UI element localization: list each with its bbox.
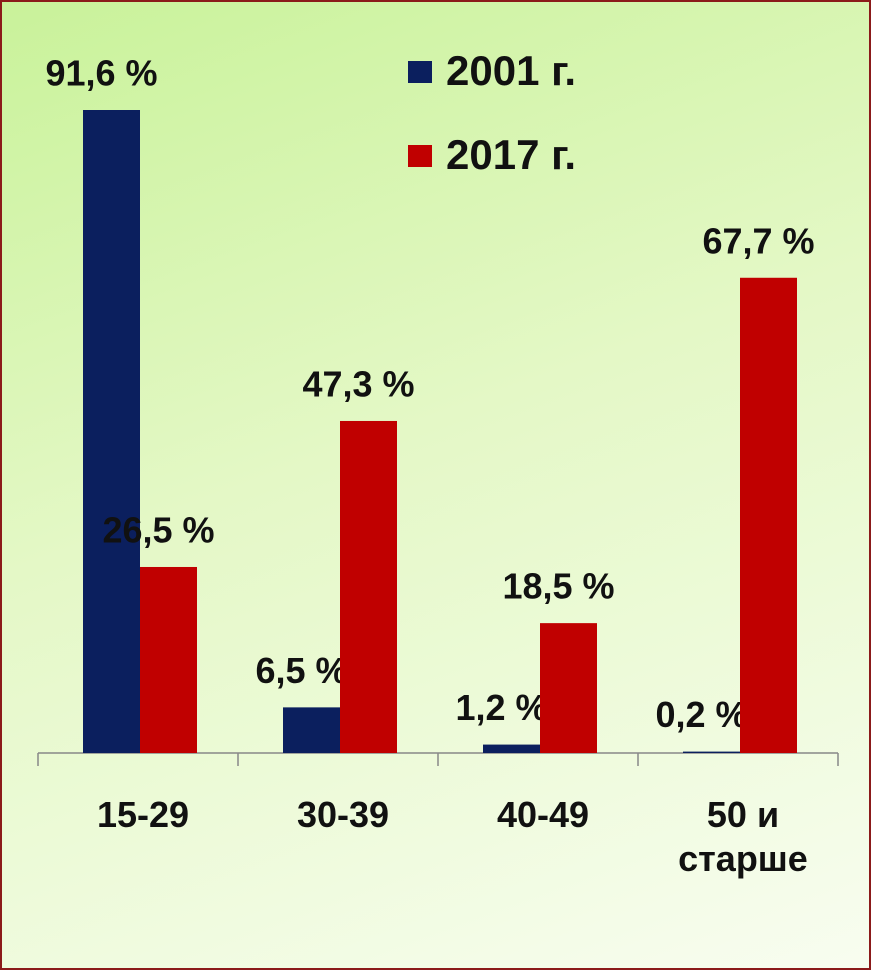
x-tick-label: 30-39 [296,794,390,835]
bar [740,277,797,753]
bar [340,420,397,753]
x-tick-label: 15-29 [96,794,190,835]
data-label: 18,5 % [502,566,614,607]
legend-label: 2001 г. [446,47,576,94]
bar [283,707,340,753]
bar [83,110,140,753]
data-label: 67,7 % [702,220,814,261]
data-label: 0,2 % [655,694,747,735]
bar [683,751,740,753]
legend-swatch [408,61,432,83]
data-label: 26,5 % [102,509,214,550]
bar [140,566,197,753]
x-tick-label: 50 и старше [678,794,808,879]
data-label: 1,2 % [455,687,547,728]
legend-label: 2017 г. [446,131,576,178]
bar [540,623,597,753]
data-label: 91,6 % [45,53,157,94]
data-label: 47,3 % [302,363,414,404]
data-label: 6,5 % [255,650,347,691]
bar [483,744,540,753]
x-tick-label: 40-49 [496,794,590,835]
legend-swatch [408,145,432,167]
